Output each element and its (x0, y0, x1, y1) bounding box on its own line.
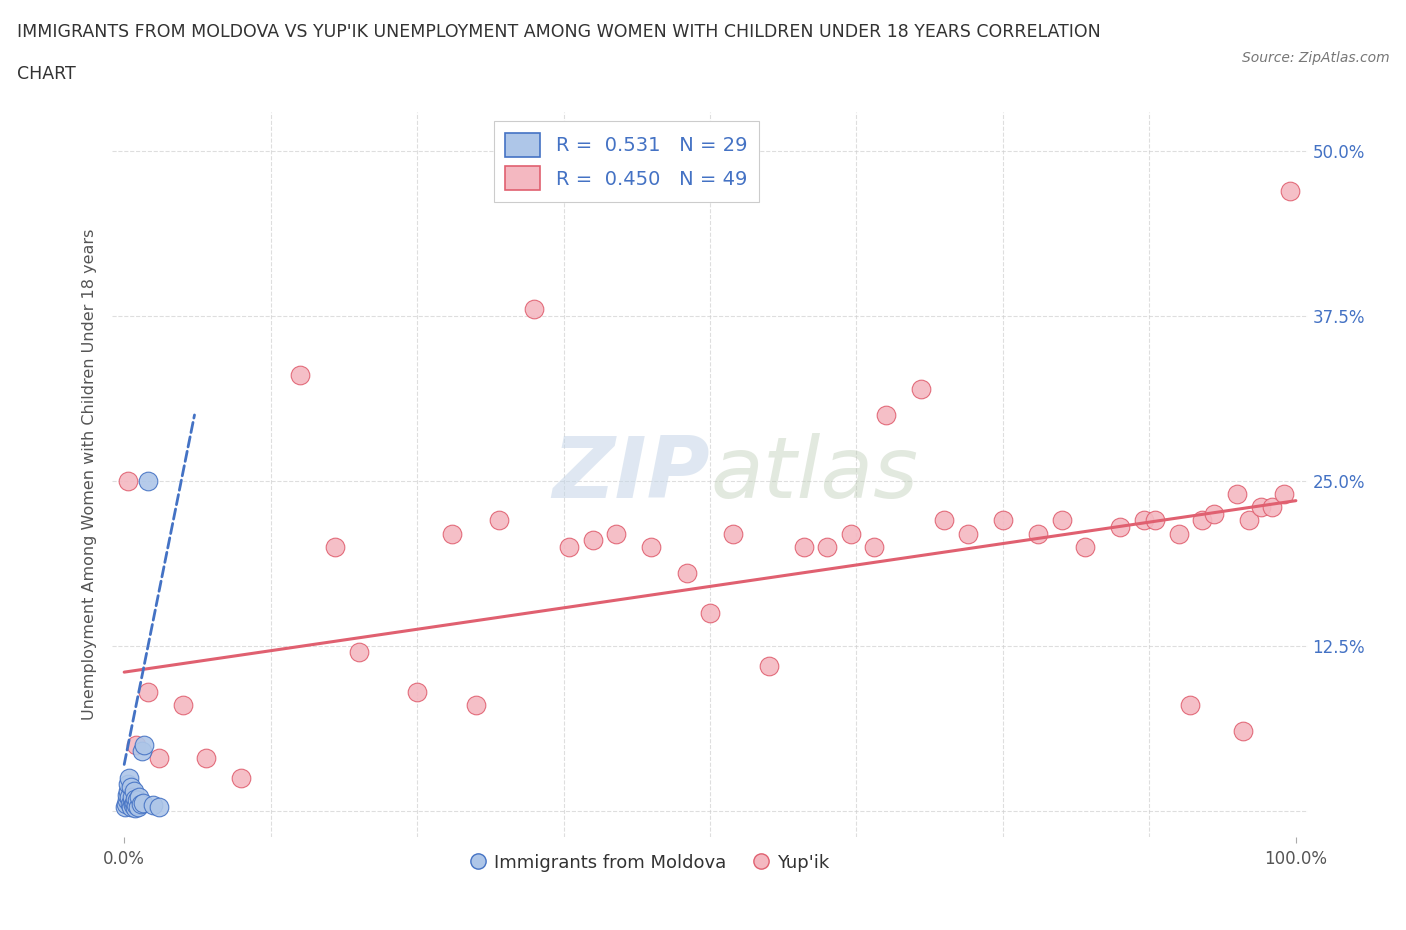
Point (758, 658, 780, 673)
Point (1272, 486, 1295, 501)
Point (991, 513, 1014, 528)
Point (523, 302, 546, 317)
Point (114, 799, 136, 814)
Point (120, 797, 141, 812)
Point (1050, 513, 1073, 528)
Point (1261, 499, 1284, 514)
Point (148, 799, 170, 814)
Point (347, 644, 370, 659)
Point (142, 798, 165, 813)
Point (129, 797, 152, 812)
Point (406, 684, 429, 699)
Point (839, 526, 862, 541)
Point (1202, 507, 1225, 522)
Point (1074, 539, 1097, 554)
Point (488, 513, 510, 528)
Text: Source: ZipAtlas.com: Source: ZipAtlas.com (1241, 51, 1389, 65)
Text: ZIP: ZIP (553, 432, 710, 516)
Point (121, 790, 143, 804)
Point (132, 737, 156, 752)
Text: atlas: atlas (710, 432, 918, 516)
Point (118, 790, 141, 804)
Point (115, 797, 138, 812)
Point (1144, 513, 1167, 528)
Point (640, 539, 662, 554)
Point (1232, 724, 1254, 739)
Point (1180, 698, 1202, 712)
Point (136, 473, 159, 488)
Point (582, 533, 605, 548)
Point (115, 788, 138, 803)
Point (117, 473, 139, 488)
Point (699, 605, 721, 620)
Point (172, 698, 194, 712)
Point (464, 698, 486, 712)
Text: IMMIGRANTS FROM MOLDOVA VS YUP'IK UNEMPLOYMENT AMONG WOMEN WITH CHILDREN UNDER 1: IMMIGRANTS FROM MOLDOVA VS YUP'IK UNEMPL… (17, 23, 1101, 41)
Point (127, 792, 149, 807)
Point (1237, 513, 1260, 528)
Point (1132, 513, 1154, 528)
Point (934, 513, 956, 528)
Point (863, 539, 886, 554)
Y-axis label: Unemployment Among Women with Children Under 18 years: Unemployment Among Women with Children U… (82, 229, 97, 720)
Point (148, 751, 170, 765)
Point (195, 751, 218, 765)
Point (122, 783, 145, 798)
Point (124, 791, 146, 806)
Point (231, 770, 253, 785)
Legend: Immigrants from Moldova, Yup'ik: Immigrants from Moldova, Yup'ik (464, 846, 837, 879)
Point (1226, 486, 1249, 501)
Point (793, 539, 815, 554)
Point (120, 799, 142, 814)
Point (675, 565, 697, 580)
Point (117, 783, 139, 798)
Point (1026, 526, 1049, 541)
Text: CHART: CHART (17, 65, 76, 83)
Point (121, 794, 143, 809)
Point (132, 795, 155, 810)
Point (558, 539, 581, 554)
Point (122, 798, 145, 813)
Point (605, 526, 627, 541)
Point (128, 790, 150, 804)
Point (1191, 513, 1213, 528)
Point (910, 381, 932, 396)
Point (1167, 526, 1189, 541)
Point (288, 368, 311, 383)
Point (875, 407, 897, 422)
Point (956, 526, 979, 541)
Point (117, 777, 139, 791)
Point (441, 526, 464, 541)
Point (723, 526, 745, 541)
Point (136, 684, 159, 699)
Point (115, 792, 138, 807)
Point (1279, 183, 1302, 198)
Point (131, 744, 153, 759)
Point (815, 539, 838, 554)
Point (120, 779, 142, 794)
Point (124, 801, 146, 816)
Point (125, 737, 148, 752)
Point (1109, 520, 1132, 535)
Point (127, 799, 149, 814)
Point (118, 770, 141, 785)
Point (323, 539, 346, 554)
Point (1250, 499, 1272, 514)
Point (125, 798, 148, 813)
Point (122, 795, 145, 810)
